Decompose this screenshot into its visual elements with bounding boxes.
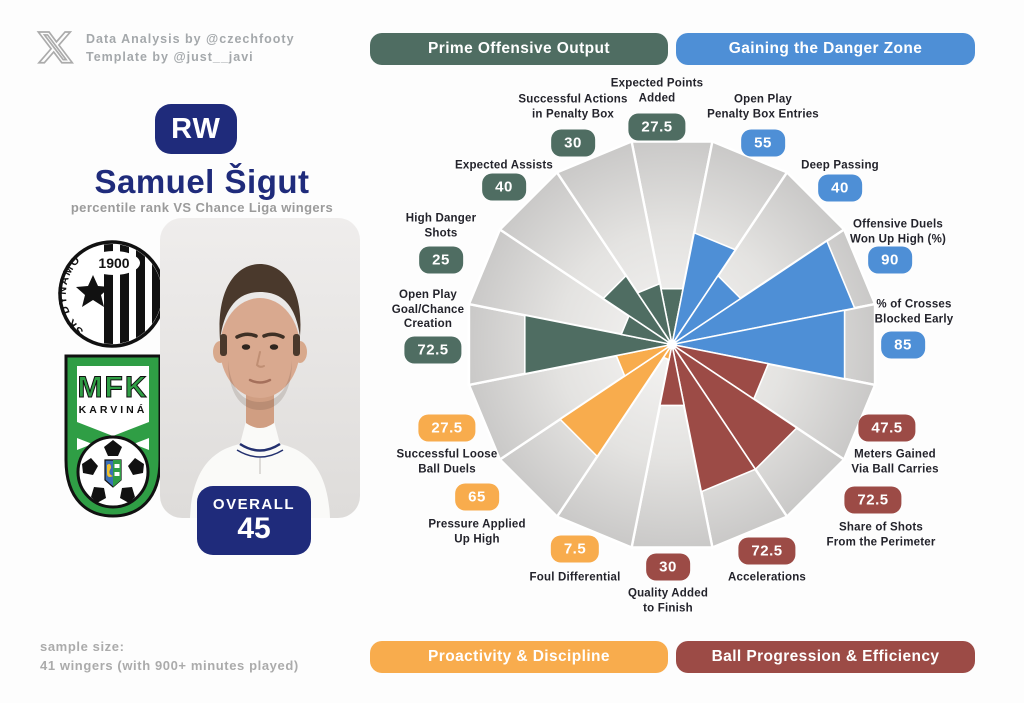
param-label: Accelerations	[727, 571, 807, 584]
credit-line-2: Template by @just__javi	[86, 50, 254, 64]
banner-proactivity-discipline: Proactivity & Discipline	[370, 641, 668, 673]
param-label: Offensive Duels Won Up High (%)	[849, 218, 947, 245]
karvina-name: KARVINÁ	[79, 403, 148, 416]
param-label: Open Play Penalty Box Entries	[707, 93, 819, 120]
club-logo-karvina: MFK KARVINÁ	[64, 354, 162, 518]
dynamo-founded: 1900	[98, 255, 129, 271]
param-label: % of Crosses Blocked Early	[874, 298, 954, 325]
param-label: Open Play Goal/Chance Creation	[391, 288, 465, 331]
param-value-badge: 27.5	[418, 414, 476, 442]
param-label: Foul Differential	[529, 571, 621, 584]
overall-label: OVERALL	[212, 496, 296, 514]
sample-size-note: sample size: 41 wingers (with 900+ minut…	[40, 638, 299, 676]
banner-gaining-the-danger-zone: Gaining the Danger Zone	[676, 33, 975, 65]
credit-line-1: Data Analysis by @czechfooty	[86, 31, 295, 46]
param-label: Meters Gained Via Ball Carries	[851, 448, 939, 475]
param-value-badge: 40	[818, 174, 862, 202]
pizza-slice-value	[524, 314, 673, 375]
param-value-badge: 65	[455, 483, 499, 511]
banner-label: Ball Progression & Efficiency	[711, 648, 940, 665]
overall-value: 45	[237, 512, 271, 546]
pizza-slice-track	[498, 170, 673, 346]
banner-ball-progression-efficiency: Ball Progression & Efficiency	[676, 641, 975, 673]
param-label: Expected Assists	[454, 159, 554, 172]
position-label: RW	[171, 112, 221, 145]
pizza-slice-track	[467, 227, 673, 346]
param-value-badge: 72.5	[404, 336, 462, 364]
pizza-slice-value	[662, 344, 673, 361]
banner-label: Prime Offensive Output	[428, 40, 610, 57]
param-value-badge: 85	[881, 331, 925, 359]
pizza-slice-value	[636, 282, 673, 345]
pizza-slice-value	[615, 343, 673, 378]
pizza-slice-value	[671, 231, 737, 345]
pizza-slice-value	[658, 344, 686, 407]
pizza-slice-track	[671, 227, 877, 346]
param-label: Share of Shots From the Perimeter	[826, 521, 936, 548]
param-value-badge: 90	[868, 246, 912, 274]
pizza-slice-value	[671, 274, 743, 346]
pizza-slice-track	[671, 170, 846, 346]
param-value-badge: 25	[419, 246, 463, 274]
param-label: High Danger Shots	[405, 212, 477, 239]
pizza-slice-value	[671, 344, 757, 493]
banner-label: Proactivity & Discipline	[428, 648, 610, 665]
pizza-slice-track	[630, 344, 714, 549]
param-value-badge: 40	[482, 173, 526, 201]
param-value-badge: 72.5	[738, 537, 796, 565]
player-photo-image	[160, 218, 360, 518]
pizza-slice-value	[601, 274, 673, 346]
param-value-badge: 47.5	[858, 414, 916, 442]
param-label: Pressure Applied Up High	[428, 518, 526, 545]
pizza-slice-value	[671, 343, 770, 401]
sample-line-1: sample size:	[40, 639, 125, 654]
param-label: Deep Passing	[801, 159, 879, 172]
dynamo-star	[76, 275, 110, 307]
pizza-slice-value	[671, 343, 799, 471]
param-label: Successful Actions in Penalty Box	[518, 93, 628, 120]
karvina-football	[76, 435, 150, 509]
pizza-slice-track	[671, 302, 877, 387]
pizza-slice-value	[620, 314, 673, 346]
pizza-slice-track	[467, 302, 673, 387]
sample-line-2: 41 wingers (with 900+ minutes played)	[40, 657, 299, 673]
player-photo	[160, 218, 360, 518]
param-value-badge: 30	[551, 129, 595, 157]
param-label: Expected Points Added	[610, 77, 704, 104]
pizza-slice-track	[467, 343, 673, 462]
club-logo-dynamo: 1900 SK DYNAMO	[57, 240, 166, 348]
player-subtitle: percentile rank VS Chance Liga wingers	[70, 200, 334, 215]
banner-prime-offensive-output: Prime Offensive Output	[370, 33, 668, 65]
pizza-slice-track	[670, 343, 789, 550]
pizza-slice-track	[555, 139, 674, 346]
param-value-badge: 27.5	[628, 113, 686, 141]
pizza-slice-track	[671, 343, 877, 462]
position-badge: RW	[155, 104, 237, 154]
banner-label: Gaining the Danger Zone	[728, 40, 923, 57]
pizza-slice-track	[671, 343, 846, 519]
overall-badge: OVERALL 45	[197, 486, 311, 555]
pizza-slice-track	[630, 140, 714, 345]
credits: Data Analysis by @czechfooty Template by…	[36, 28, 295, 68]
param-value-badge: 72.5	[844, 486, 902, 514]
param-value-badge: 30	[646, 553, 690, 581]
pizza-slice-track	[670, 139, 789, 346]
pizza-slice-value	[671, 309, 846, 380]
param-label: Successful Loose Ball Duels	[396, 448, 498, 475]
pizza-center-dot	[667, 339, 677, 350]
param-value-badge: 55	[741, 129, 785, 157]
pizza-slice-value	[671, 239, 856, 346]
pizza-slice-track	[555, 343, 674, 550]
pizza-slice-track	[498, 343, 673, 519]
karvina-crest	[104, 459, 122, 488]
param-label: Quality Added to Finish	[627, 587, 709, 614]
pizza-slice-value	[659, 287, 685, 345]
pizza-slice-value	[558, 343, 673, 458]
param-value-badge: 7.5	[550, 535, 600, 563]
karvina-initials: MFK	[78, 371, 149, 404]
player-name: Samuel Šigut	[94, 163, 310, 200]
x-logo-icon	[36, 31, 75, 64]
